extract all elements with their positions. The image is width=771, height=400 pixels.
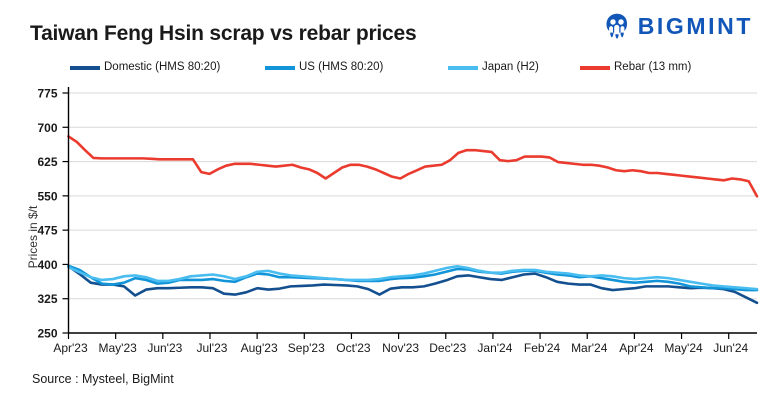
y-tick-label: 700 [37,121,57,135]
legend-swatch-us [265,66,295,70]
legend-swatch-japan [448,66,478,70]
legend-swatch-rebar [580,66,610,70]
legend-item-domestic[interactable]: Domestic (HMS 80:20) [70,61,221,74]
x-axis-ticks: Apr'23 May'23 Jun'23 Jul'23 Aug'23 Sep'23 Oct'… [53,333,749,355]
y-tick-label: 775 [37,87,57,101]
x-tick-label: Jul'23 [196,341,227,355]
series-line-domestic-hms-80-20 [67,264,759,305]
x-tick-label: Oct'23 [336,341,371,355]
legend-item-rebar[interactable]: Rebar (13 mm) [580,61,692,74]
chart-header: Taiwan Feng Hsin scrap vs rebar prices B… [0,0,771,52]
chart-legend: Domestic (HMS 80:20) US (HMS 80:20) Japa… [60,61,760,78]
bigmint-mark-icon [606,13,627,39]
y-tick-label: 475 [37,224,57,238]
legend-swatch-domestic [70,66,100,70]
legend-label-japan: Japan (H2) [482,61,539,73]
x-tick-label: Jun'24 [713,341,748,355]
x-tick-label: May'24 [664,341,703,355]
source-note: Source : Mysteel, BigMint [32,372,174,386]
y-axis-ticks: 250 325 400 475 550 625 700 775 [37,87,69,341]
x-tick-label: Jun'23 [147,341,182,355]
legend-label-us: US (HMS 80:20) [299,61,384,73]
y-tick-label: 325 [37,292,57,306]
bigmint-wordmark: BIGMINT [637,12,753,39]
legend-label-rebar: Rebar (13 mm) [614,61,692,73]
y-tick-label: 250 [37,327,57,341]
bigmint-logo: BIGMINT [603,10,753,42]
legend-item-japan[interactable]: Japan (H2) [448,61,539,74]
x-tick-label: Sep'23 [288,341,325,355]
x-tick-label: Aug'23 [241,341,278,355]
series-line-japan-h2 [67,264,759,291]
gridlines [68,92,757,300]
y-tick-label: 625 [37,155,57,169]
series-lines [67,135,759,305]
x-tick-label: Nov'23 [382,341,419,355]
y-tick-label: 400 [37,258,57,272]
legend-item-us[interactable]: US (HMS 80:20) [265,61,384,74]
x-tick-label: Apr'24 [619,341,654,355]
x-tick-label: Dec'23 [429,341,466,355]
series-line-us-hms-80-20 [67,264,759,292]
y-tick-label: 550 [37,189,57,203]
x-tick-label: Feb'24 [524,341,561,355]
page-title: Taiwan Feng Hsin scrap vs rebar prices [30,22,417,45]
y-axis-title: Prices in $/t [26,205,40,269]
legend-label-domestic: Domestic (HMS 80:20) [104,61,221,73]
x-tick-label: Mar'24 [571,341,608,355]
plot-svg: 250 325 400 475 550 625 700 775 Apr'23 May'23 Jun… [37,87,759,355]
x-tick-label: Jan'24 [477,341,512,355]
plot-area: Prices in $/t 250 325 400 475 550 625 700 775 A… [0,80,771,355]
series-line-rebar-13-mm [67,135,759,198]
x-tick-label: Apr'23 [53,341,88,355]
x-tick-label: May'23 [99,341,138,355]
